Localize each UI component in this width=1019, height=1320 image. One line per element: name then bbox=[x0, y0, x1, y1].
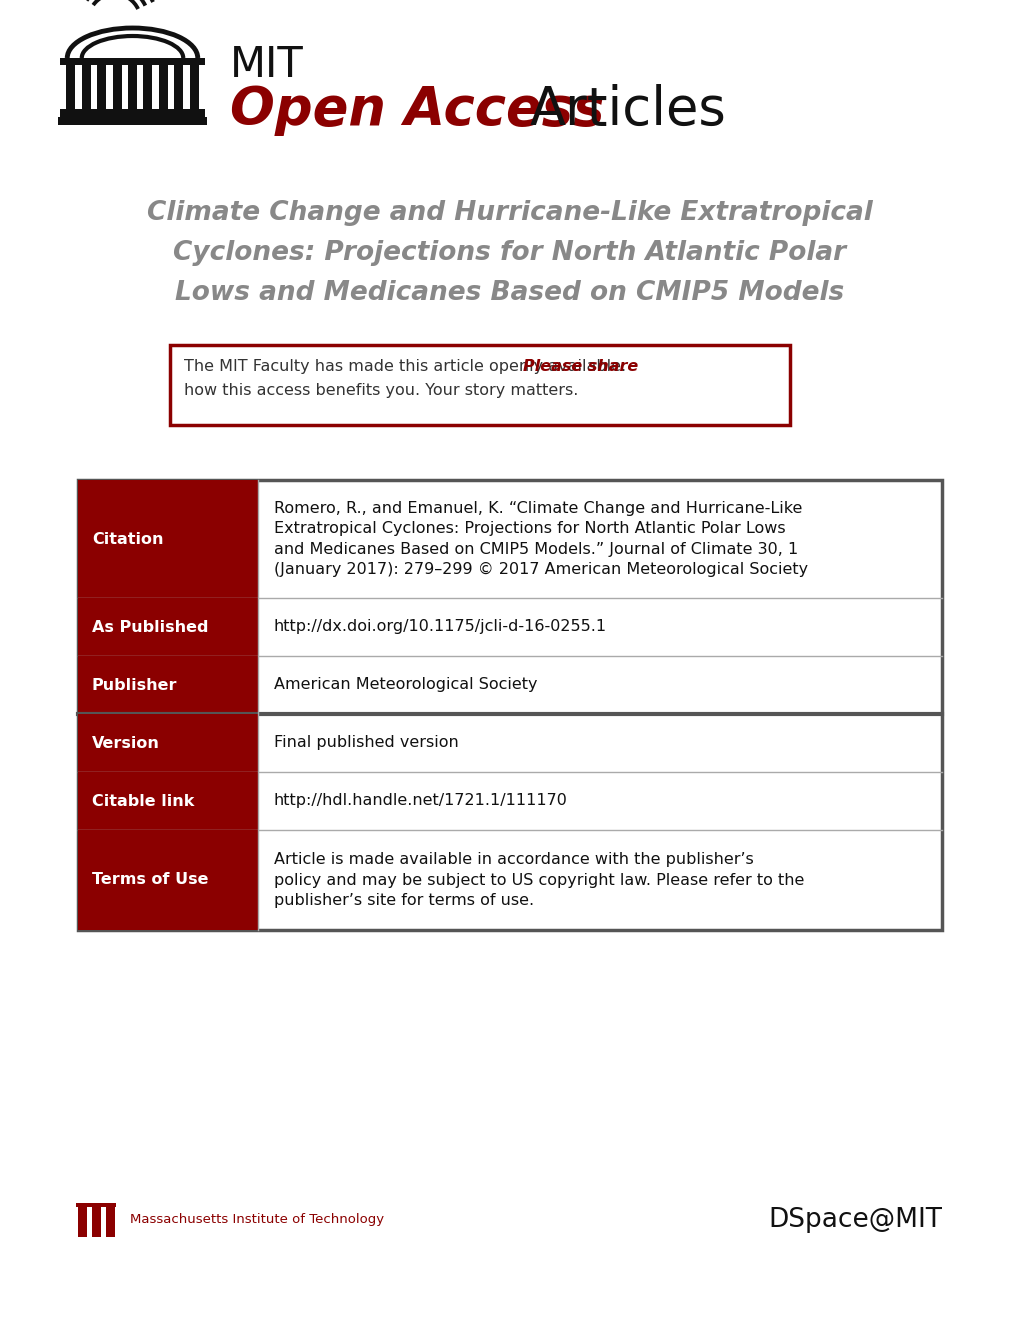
Bar bbox=[77, 830, 258, 931]
Text: Terms of Use: Terms of Use bbox=[92, 873, 208, 887]
Text: Open Access: Open Access bbox=[229, 84, 604, 136]
Text: The MIT Faculty has made this article openly available.: The MIT Faculty has made this article op… bbox=[183, 359, 631, 374]
Text: Citation: Citation bbox=[92, 532, 163, 546]
Bar bbox=[174, 65, 183, 110]
Bar bbox=[127, 65, 137, 110]
Text: DSpace@MIT: DSpace@MIT bbox=[767, 1206, 942, 1233]
Bar bbox=[77, 772, 258, 830]
Bar bbox=[77, 1205, 87, 1237]
Text: Articles: Articles bbox=[530, 84, 727, 136]
Bar bbox=[77, 656, 258, 714]
Text: Citable link: Citable link bbox=[92, 793, 195, 808]
Text: Publisher: Publisher bbox=[92, 677, 177, 693]
Bar bbox=[190, 65, 199, 110]
Text: Final published version: Final published version bbox=[274, 735, 459, 751]
Text: Please share: Please share bbox=[523, 359, 638, 374]
Text: how this access benefits you. Your story matters.: how this access benefits you. Your story… bbox=[183, 383, 578, 399]
Bar bbox=[106, 1205, 115, 1237]
Text: Cyclones: Projections for North Atlantic Polar: Cyclones: Projections for North Atlantic… bbox=[173, 240, 846, 267]
Text: MIT: MIT bbox=[229, 44, 304, 86]
Bar bbox=[77, 480, 258, 598]
Text: Massachusetts Institute of Technology: Massachusetts Institute of Technology bbox=[129, 1213, 384, 1226]
Text: Climate Change and Hurricane-Like Extratropical: Climate Change and Hurricane-Like Extrat… bbox=[147, 201, 872, 226]
Bar bbox=[58, 117, 207, 125]
Bar bbox=[159, 65, 168, 110]
Bar bbox=[77, 598, 258, 656]
Bar bbox=[60, 110, 205, 117]
Bar bbox=[77, 714, 258, 772]
Bar bbox=[76, 1203, 116, 1206]
Bar bbox=[144, 65, 152, 110]
Bar bbox=[77, 480, 942, 931]
Text: As Published: As Published bbox=[92, 619, 208, 635]
Bar bbox=[112, 65, 121, 110]
Bar bbox=[92, 1205, 101, 1237]
Bar bbox=[60, 58, 205, 65]
Bar bbox=[66, 65, 75, 110]
Bar bbox=[97, 65, 106, 110]
Text: http://dx.doi.org/10.1175/jcli-d-16-0255.1: http://dx.doi.org/10.1175/jcli-d-16-0255… bbox=[274, 619, 606, 635]
Text: Lows and Medicanes Based on CMIP5 Models: Lows and Medicanes Based on CMIP5 Models bbox=[175, 280, 844, 306]
Text: http://hdl.handle.net/1721.1/111170: http://hdl.handle.net/1721.1/111170 bbox=[274, 793, 568, 808]
Text: Version: Version bbox=[92, 735, 160, 751]
Text: Romero, R., and Emanuel, K. “Climate Change and Hurricane-Like
Extratropical Cyc: Romero, R., and Emanuel, K. “Climate Cha… bbox=[274, 500, 807, 577]
Bar bbox=[82, 65, 91, 110]
Text: Article is made available in accordance with the publisher’s
policy and may be s: Article is made available in accordance … bbox=[274, 853, 804, 908]
Bar bbox=[170, 345, 790, 425]
Text: American Meteorological Society: American Meteorological Society bbox=[274, 677, 537, 693]
